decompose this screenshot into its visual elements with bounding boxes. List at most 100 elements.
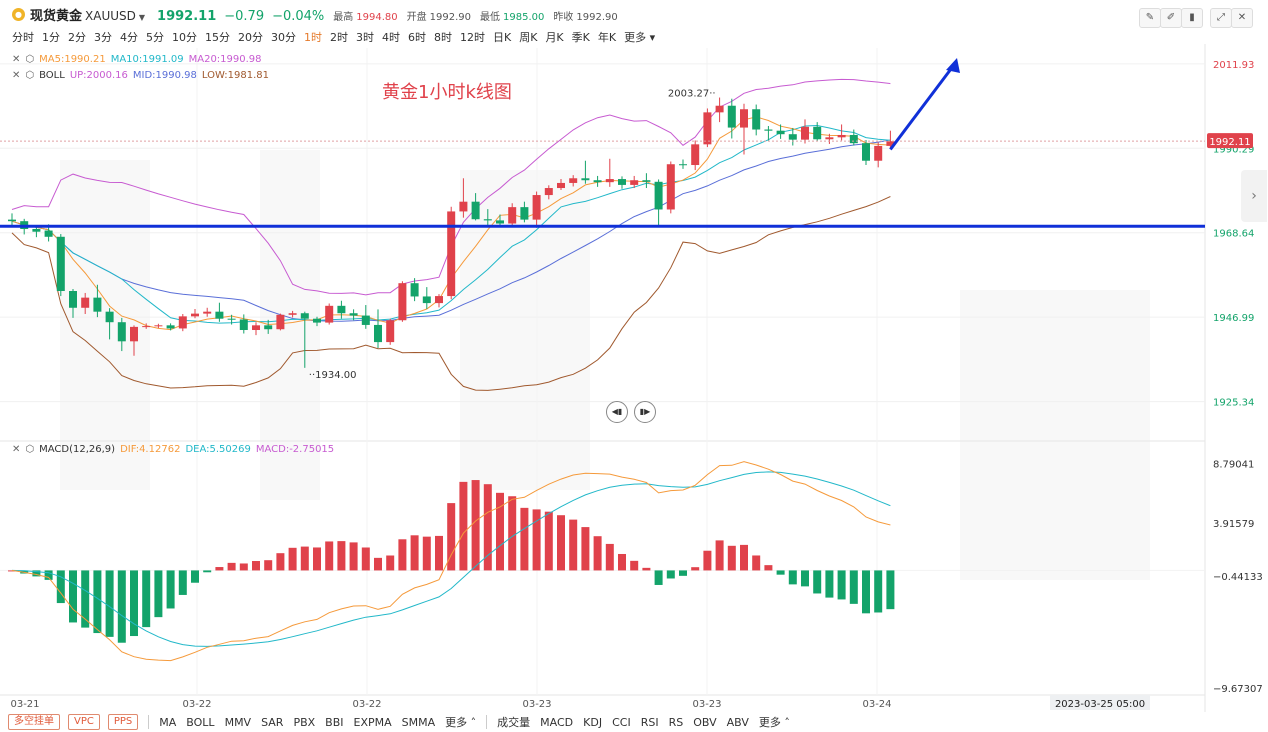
period-tab[interactable]: 20分 — [238, 31, 263, 44]
main-indicator[interactable]: MMV — [224, 715, 252, 729]
footer-button[interactable]: 多空挂单 — [8, 714, 60, 730]
macd-bar — [166, 570, 175, 609]
sub-indicator[interactable]: RSI — [640, 715, 659, 729]
candle — [288, 310, 297, 318]
period-tab[interactable]: 1时 — [304, 31, 322, 44]
candle — [764, 126, 773, 141]
period-tab[interactable]: 10分 — [172, 31, 197, 44]
chevron-down-icon[interactable]: ▼ — [138, 13, 146, 22]
sub-indicator[interactable]: MACD — [540, 715, 574, 729]
candle — [569, 175, 578, 187]
close-icon[interactable]: ✕ — [12, 70, 21, 81]
period-tab[interactable]: 分时 — [12, 31, 34, 44]
sub-indicator[interactable]: ABV — [726, 715, 749, 729]
main-indicator[interactable]: BBI — [325, 715, 344, 729]
skip-back-icon[interactable]: ◀▮ — [606, 401, 628, 423]
footer-button[interactable]: VPC — [68, 714, 100, 730]
skip-forward-icon[interactable]: ▮▶ — [634, 401, 656, 423]
macd-name: MACD(12,26,9) — [39, 444, 116, 455]
macd-bar — [825, 570, 834, 598]
candle-style-icon[interactable]: ▮ — [1181, 8, 1203, 28]
fullscreen-icon[interactable]: ⤢ — [1210, 8, 1232, 28]
period-tab[interactable]: 日K — [493, 31, 512, 44]
candle-body — [471, 201, 480, 220]
candle-body — [715, 105, 724, 113]
macd-bar — [801, 570, 809, 587]
main-indicator[interactable]: EXPMA — [353, 715, 392, 729]
candle — [69, 289, 77, 318]
period-tab[interactable]: 4分 — [120, 31, 138, 44]
period-tab[interactable]: 2时 — [330, 31, 348, 44]
period-tab[interactable]: 3分 — [94, 31, 112, 44]
candles — [8, 97, 895, 368]
sub-indicator[interactable]: RS — [668, 715, 684, 729]
candle — [691, 140, 700, 171]
candle-body — [191, 313, 199, 317]
sub-indicator[interactable]: CCI — [612, 715, 631, 729]
macd-bar — [581, 527, 590, 571]
period-tab[interactable]: 8时 — [434, 31, 452, 44]
close-icon[interactable]: ✕ — [12, 54, 21, 65]
period-tab[interactable]: 月K — [545, 31, 564, 44]
boll-mid-line — [11, 139, 891, 322]
low-label: ··1934.00 — [309, 370, 357, 381]
macd-bar — [178, 570, 187, 595]
main-indicator[interactable]: BOLL — [186, 715, 215, 729]
settings-icon[interactable]: ⬡ — [25, 444, 35, 455]
main-indicator[interactable]: SAR — [261, 715, 284, 729]
macd-tick-label: 3.91579 — [1213, 519, 1254, 530]
pen-icon[interactable]: ✐ — [1160, 8, 1182, 28]
price-tick-label: 2011.93 — [1213, 60, 1254, 71]
period-tab[interactable]: 1分 — [42, 31, 60, 44]
period-tab[interactable]: 4时 — [382, 31, 400, 44]
main-indicator[interactable]: SMMA — [401, 715, 436, 729]
period-tab[interactable]: 15分 — [205, 31, 230, 44]
sub-indicator[interactable]: 成交量 — [497, 716, 531, 729]
close-icon[interactable]: ✕ — [1231, 8, 1253, 28]
time-tick-label: 03-23 — [692, 699, 721, 710]
macd-bar — [459, 481, 468, 571]
settings-icon[interactable]: ⬡ — [25, 54, 35, 65]
candle — [727, 98, 736, 139]
period-tab[interactable]: 年K — [597, 31, 617, 44]
period-tab[interactable]: 12时 — [460, 31, 485, 44]
main-indicator[interactable]: PBX — [293, 715, 316, 729]
main-indicator[interactable]: MA — [159, 715, 177, 729]
settings-icon[interactable]: ⬡ — [25, 70, 35, 81]
period-tab[interactable]: 季K — [571, 31, 590, 44]
macd-bar — [288, 547, 297, 571]
candle-body — [776, 130, 785, 135]
close-icon[interactable]: ✕ — [12, 444, 21, 455]
candle-body — [398, 283, 407, 321]
price-tick-label: 1946.99 — [1213, 313, 1254, 324]
candle-body — [691, 144, 700, 166]
sub-indicator[interactable]: 更多 ˄ — [758, 716, 790, 729]
period-tab[interactable]: 更多 ▾ — [624, 31, 656, 44]
period-tab[interactable]: 30分 — [271, 31, 296, 44]
kline-chart[interactable]: 2011.93 1990.29 1968.64 1946.99 1925.34 8.790… — [0, 0, 1268, 712]
macd-bar — [776, 570, 785, 575]
period-tab[interactable]: 周K — [519, 31, 538, 44]
period-tab[interactable]: 2分 — [68, 31, 86, 44]
candle — [813, 122, 822, 141]
macd-bar — [337, 541, 346, 571]
footer-button[interactable]: PPS — [107, 714, 139, 730]
draw-tool-icon[interactable]: ✎ — [1139, 8, 1161, 28]
period-tab[interactable]: 5分 — [146, 31, 164, 44]
symbol-name[interactable]: 现货黄金 — [30, 9, 83, 24]
candle — [788, 127, 797, 146]
candle-body — [264, 325, 273, 330]
period-tab[interactable]: 6时 — [408, 31, 426, 44]
candle-body — [410, 283, 419, 297]
divider — [486, 715, 488, 729]
sub-indicator[interactable]: OBV — [693, 715, 717, 729]
sub-indicator[interactable]: KDJ — [583, 715, 603, 729]
macd-bar — [191, 570, 199, 583]
symbol-code[interactable]: XAUUSD — [85, 9, 136, 23]
main-indicator[interactable]: 更多 ˄ — [445, 716, 477, 729]
period-tab[interactable]: 3时 — [356, 31, 374, 44]
macd-bar — [8, 570, 16, 572]
boll-up: UP:2000.16 — [69, 70, 128, 81]
candle — [849, 129, 858, 146]
chevron-right-icon[interactable]: › — [1241, 170, 1267, 222]
